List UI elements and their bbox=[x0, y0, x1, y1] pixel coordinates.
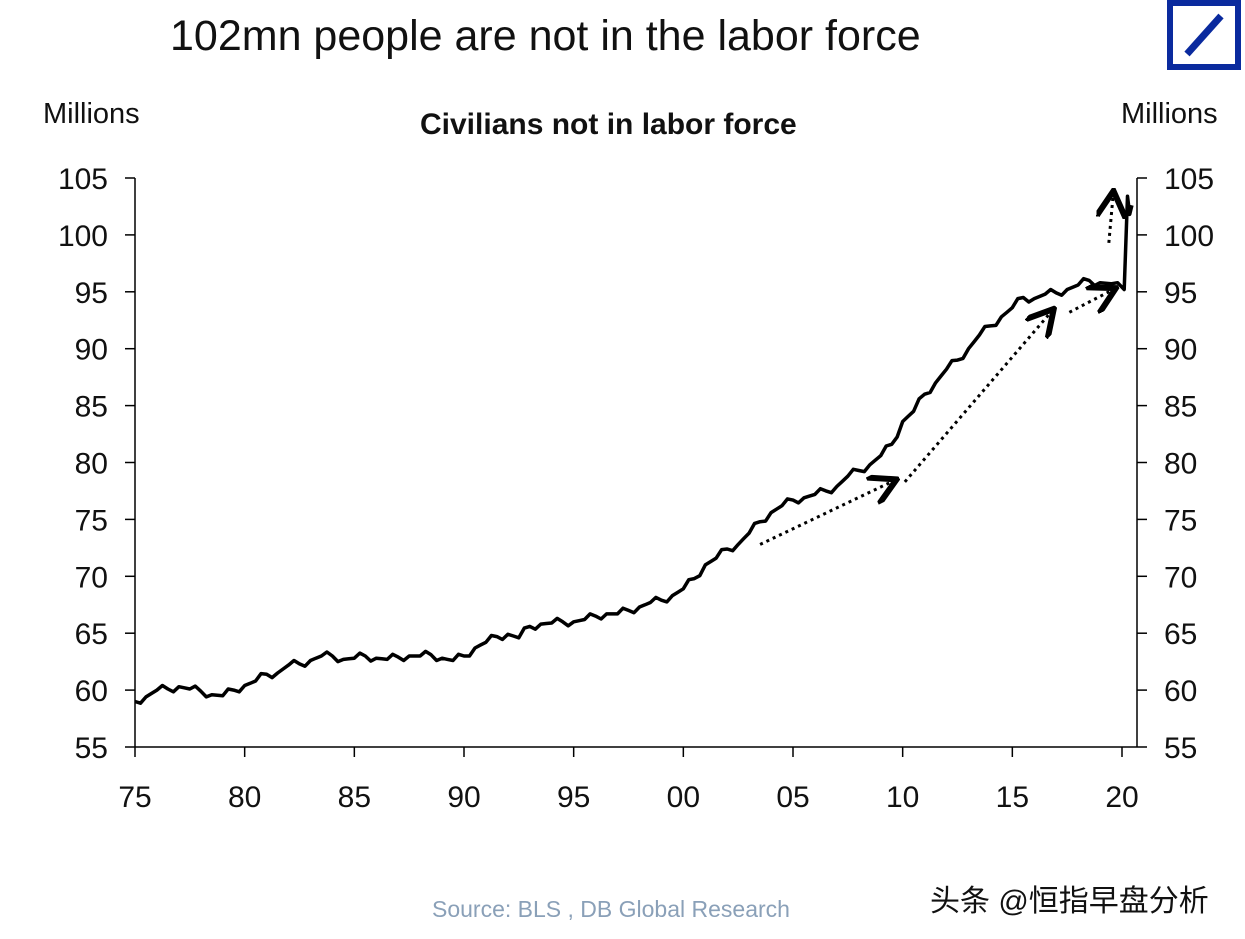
y-tick-label-right: 85 bbox=[1164, 391, 1197, 424]
source-note: Source: BLS , DB Global Research bbox=[432, 896, 790, 922]
x-tick-label: 10 bbox=[886, 781, 919, 814]
y-tick-label-left: 65 bbox=[75, 618, 108, 651]
y-tick-label-right: 80 bbox=[1164, 448, 1197, 481]
y-tick-label-right: 75 bbox=[1164, 504, 1197, 537]
y-axis-label-right: Millions bbox=[1121, 98, 1218, 130]
x-tick-label: 05 bbox=[776, 781, 809, 814]
y-axis-label-left: Millions bbox=[43, 98, 140, 130]
y-tick-label-left: 60 bbox=[75, 675, 108, 708]
watermark: 头条 @恒指早盘分析 bbox=[930, 885, 1209, 918]
y-tick-label-left: 90 bbox=[75, 334, 108, 367]
dotted-arrow-annotation bbox=[1109, 194, 1113, 243]
y-tick-label-left: 55 bbox=[75, 732, 108, 765]
y-tick-label-left: 85 bbox=[75, 391, 108, 424]
y-tick-label-right: 95 bbox=[1164, 277, 1197, 310]
dotted-arrow-annotation bbox=[1068, 290, 1113, 313]
y-tick-label-right: 55 bbox=[1164, 732, 1197, 765]
x-tick-label: 20 bbox=[1105, 781, 1138, 814]
y-tick-label-left: 95 bbox=[75, 277, 108, 310]
series-line bbox=[134, 194, 1134, 705]
y-tick-label-right: 65 bbox=[1164, 618, 1197, 651]
x-tick-label: 00 bbox=[667, 781, 700, 814]
x-tick-label: 85 bbox=[338, 781, 371, 814]
y-tick-label-left: 70 bbox=[75, 561, 108, 594]
x-tick-label: 90 bbox=[447, 781, 480, 814]
x-tick-label: 75 bbox=[118, 781, 151, 814]
chart-title: Civilians not in labor force bbox=[420, 108, 797, 141]
y-tick-label-right: 60 bbox=[1164, 675, 1197, 708]
y-tick-label-right: 70 bbox=[1164, 561, 1197, 594]
page-title: 102mn people are not in the labor force bbox=[170, 12, 921, 60]
x-tick-label: 95 bbox=[557, 781, 590, 814]
y-tick-label-left: 75 bbox=[75, 504, 108, 537]
y-tick-label-left: 105 bbox=[58, 163, 108, 196]
x-tick-label: 15 bbox=[996, 781, 1029, 814]
x-tick-label: 80 bbox=[228, 781, 261, 814]
y-tick-label-right: 90 bbox=[1164, 334, 1197, 367]
y-tick-label-right: 105 bbox=[1164, 163, 1214, 196]
y-tick-label-left: 80 bbox=[75, 448, 108, 481]
dotted-arrow-annotation bbox=[903, 311, 1052, 483]
deutsche-bank-logo bbox=[1167, 0, 1241, 70]
y-tick-label-right: 100 bbox=[1164, 220, 1214, 253]
y-tick-label-left: 100 bbox=[58, 220, 108, 253]
